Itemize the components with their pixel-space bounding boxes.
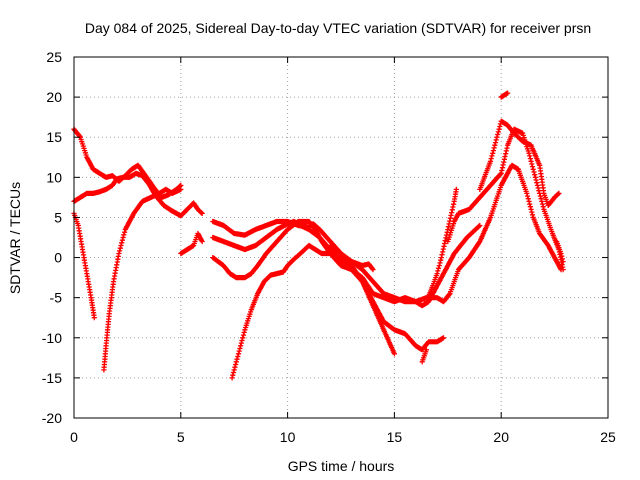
data-marker — [477, 118, 562, 208]
y-tick-label: 15 — [46, 129, 62, 145]
data-marker — [423, 186, 459, 305]
data-marker — [101, 186, 184, 373]
y-tick-label: 0 — [54, 250, 62, 266]
y-tick-label: 25 — [46, 49, 62, 65]
series-track-14 — [477, 118, 562, 208]
plot-frame — [73, 56, 609, 419]
series-track-12 — [423, 186, 459, 305]
chart-title: Day 084 of 2025, Sidereal Day-to-day VTE… — [85, 20, 591, 36]
axis-ticks: 0 5 10 15 20 25 -20 -15 -10 -5 0 5 10 15 20 25 — [42, 49, 616, 445]
series-track-4 — [101, 186, 184, 373]
y-axis-title: SDTVAR / TECUs — [7, 182, 23, 294]
data-marker — [178, 230, 205, 257]
data-marker — [554, 238, 566, 265]
x-tick-label: 0 — [70, 429, 78, 445]
series-track-10 — [327, 242, 447, 353]
y-tick-label: -20 — [42, 410, 62, 426]
y-tick-label: -10 — [42, 330, 62, 346]
x-tick-label: 15 — [387, 429, 403, 445]
data-marker — [419, 347, 429, 365]
x-tick-label: 10 — [280, 429, 296, 445]
x-tick-label: 20 — [493, 429, 509, 445]
series-track-5 — [178, 230, 205, 257]
x-tick-label: 5 — [177, 429, 185, 445]
grid-lines — [74, 57, 608, 418]
series-track-16 — [554, 238, 566, 265]
y-tick-label: -15 — [42, 370, 62, 386]
y-tick-label: 5 — [54, 209, 62, 225]
y-tick-label: -5 — [50, 290, 63, 306]
series-track-11 — [419, 347, 429, 365]
y-tick-label: 10 — [46, 169, 62, 185]
data-marker — [327, 242, 447, 353]
y-tick-label: 20 — [46, 89, 62, 105]
data-marker — [498, 90, 511, 100]
x-tick-label: 25 — [600, 429, 616, 445]
series-track-15 — [498, 90, 511, 100]
x-axis-title: GPS time / hours — [288, 458, 395, 474]
